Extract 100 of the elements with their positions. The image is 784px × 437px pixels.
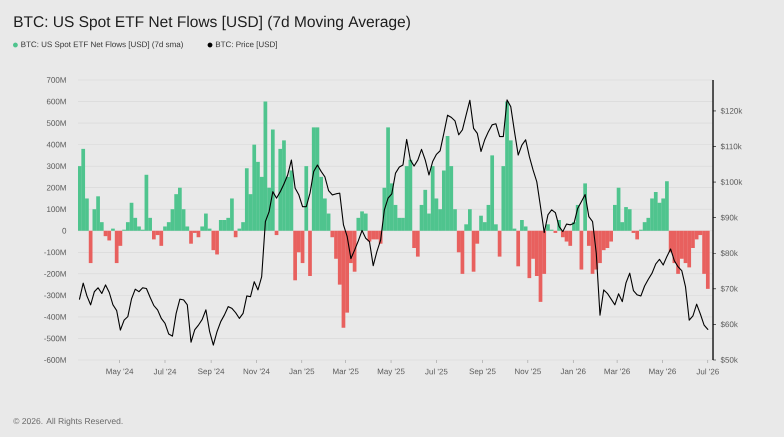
bar bbox=[408, 160, 412, 231]
x-tick-label: Sep '25 bbox=[469, 368, 496, 376]
y2-tick-label: $90k bbox=[720, 214, 738, 221]
bar bbox=[159, 230, 164, 246]
bar bbox=[430, 166, 435, 231]
bar bbox=[364, 214, 368, 231]
bar bbox=[472, 230, 476, 272]
bar bbox=[606, 230, 610, 248]
y-tick-label: -100M bbox=[44, 249, 66, 256]
bar bbox=[505, 102, 509, 231]
x-tick-label: Jul '24 bbox=[154, 368, 176, 374]
x-tick-label: Jan '26 bbox=[560, 368, 586, 374]
x-tick-label: May '25 bbox=[378, 368, 405, 376]
bar bbox=[342, 230, 346, 328]
bar bbox=[189, 230, 193, 244]
bar bbox=[564, 230, 568, 242]
bar bbox=[642, 222, 646, 231]
bar bbox=[371, 230, 376, 240]
y-tick-label: 100M bbox=[47, 206, 66, 212]
bar bbox=[264, 102, 268, 231]
y-tick-label: -300M bbox=[44, 292, 66, 298]
y-tick-label: 200M bbox=[46, 184, 66, 191]
x-tick-label: Jul '26 bbox=[696, 368, 719, 374]
bar bbox=[244, 168, 249, 231]
y-tick-label: -600M bbox=[44, 357, 66, 363]
bar bbox=[386, 127, 390, 231]
bar bbox=[498, 230, 502, 257]
y-tick-label: 300M bbox=[46, 163, 66, 169]
y-tick-label: -200M bbox=[44, 271, 66, 277]
bar bbox=[360, 211, 364, 231]
bar bbox=[635, 230, 640, 240]
x-tick-label: May '26 bbox=[649, 368, 676, 376]
bar bbox=[538, 230, 542, 302]
bar bbox=[222, 220, 226, 231]
bar bbox=[252, 144, 256, 231]
text: © 2026. All Rights Reserved. bbox=[13, 418, 122, 426]
x-tick-label: Nov '25 bbox=[515, 368, 541, 374]
bar bbox=[81, 148, 86, 231]
y-tick-label: 500M bbox=[46, 120, 66, 126]
bar bbox=[580, 230, 584, 270]
bar bbox=[282, 140, 286, 231]
bar bbox=[527, 230, 532, 278]
bar bbox=[490, 155, 494, 231]
bar bbox=[312, 127, 316, 231]
y-tick-label: -500M bbox=[44, 336, 66, 342]
chart-title: BTC: US Spot ETF Net Flows [USD] (7d Moving Average) bbox=[14, 16, 410, 30]
y-tick-label: -400M bbox=[44, 314, 66, 320]
bar bbox=[479, 216, 483, 231]
bar bbox=[516, 230, 520, 266]
y2-tick-label: $50k bbox=[720, 356, 738, 364]
x-tick-label: Sep '24 bbox=[198, 368, 224, 376]
bar bbox=[293, 230, 297, 280]
bar bbox=[546, 224, 550, 231]
y-tick-label: 0 bbox=[62, 228, 66, 234]
y-tick-label: 700M bbox=[46, 77, 66, 83]
bar bbox=[211, 230, 216, 250]
bar bbox=[196, 230, 200, 238]
bar bbox=[104, 230, 108, 236]
bar bbox=[368, 230, 372, 242]
y-tick-label: 400M bbox=[46, 142, 66, 148]
bar bbox=[274, 230, 278, 236]
bar bbox=[460, 230, 464, 274]
bar bbox=[204, 214, 208, 231]
bar bbox=[316, 127, 320, 231]
bar bbox=[665, 181, 669, 231]
bar bbox=[520, 220, 524, 231]
bar bbox=[230, 198, 234, 231]
x-tick-label: Jan '25 bbox=[289, 368, 314, 374]
bar bbox=[88, 230, 92, 264]
bar bbox=[706, 230, 710, 289]
x-tick-label: Nov '24 bbox=[244, 368, 270, 374]
y2-tick-label: $60k bbox=[720, 321, 738, 328]
x-tick-label: Mar '26 bbox=[604, 368, 630, 374]
y2-tick-label: $80k bbox=[720, 250, 738, 257]
x-tick-label: Mar '25 bbox=[333, 368, 359, 374]
y2-tick-label: $110k bbox=[720, 143, 742, 150]
bar bbox=[96, 196, 100, 231]
y2-tick-label: $120k bbox=[720, 108, 742, 114]
bar bbox=[446, 136, 450, 231]
bar bbox=[300, 230, 304, 264]
bar bbox=[152, 230, 156, 240]
legend-label: BTC: US Spot ETF Net Flows [USD] (7d sma) bbox=[21, 41, 183, 49]
bar bbox=[687, 230, 692, 268]
bar bbox=[468, 209, 472, 231]
bar bbox=[590, 230, 594, 274]
bar bbox=[628, 209, 632, 231]
bar bbox=[290, 170, 294, 231]
bar bbox=[215, 230, 219, 254]
y2-tick-label: $100k bbox=[720, 178, 742, 186]
bar bbox=[218, 220, 223, 231]
bar bbox=[375, 230, 379, 240]
bar bbox=[178, 188, 182, 231]
bar bbox=[107, 230, 112, 240]
bar bbox=[114, 230, 119, 264]
legend-label: BTC: Price [USD] bbox=[216, 41, 277, 49]
bar bbox=[568, 230, 572, 246]
bar bbox=[654, 192, 658, 231]
bar bbox=[163, 226, 167, 231]
bar bbox=[304, 166, 308, 231]
bar bbox=[130, 202, 134, 231]
